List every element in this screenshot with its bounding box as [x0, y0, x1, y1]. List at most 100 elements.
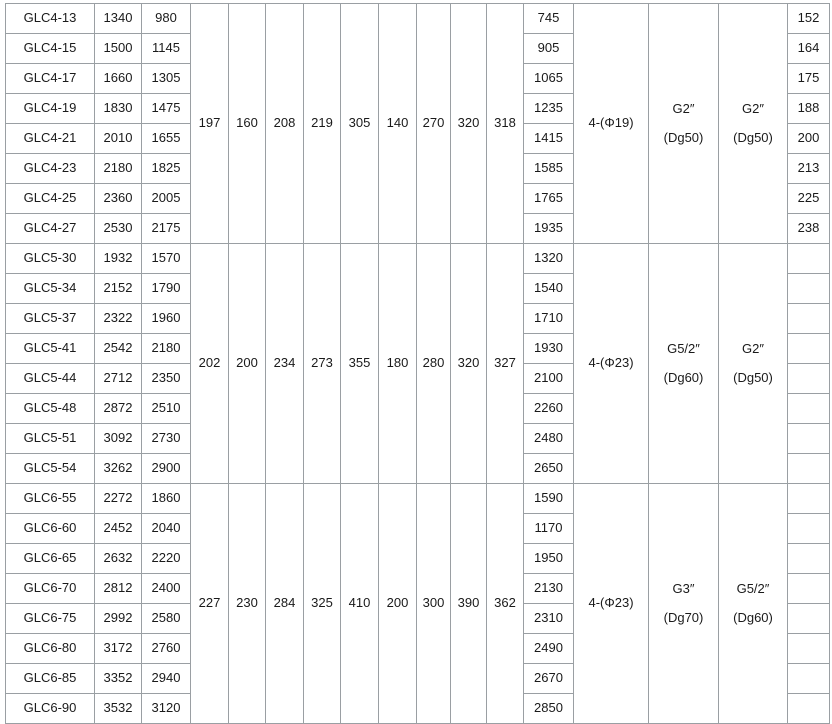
value-1-cell: 2542 — [94, 333, 142, 364]
table-row: GLC4-23 2180 1825 1585 213 — [5, 153, 830, 184]
weight-cell: 2100 — [523, 363, 574, 394]
last-value-cell: 164 — [787, 33, 830, 64]
bolt-spec-cell: 4-(Φ23) — [573, 243, 649, 484]
model-cell: GLC4-19 — [5, 93, 95, 124]
table-row: GLC5-48 2872 2510 2260 — [5, 393, 830, 424]
last-value-cell — [787, 663, 830, 694]
thread-size-label: G2″ — [742, 340, 764, 356]
dimension-cell-2: 200 — [228, 243, 266, 484]
model-cell: GLC6-80 — [5, 633, 95, 664]
thread-size-label: G5/2″ — [667, 340, 700, 356]
bolt-spec-cell: 4-(Φ23) — [573, 483, 649, 724]
value-1-cell: 2010 — [94, 123, 142, 154]
last-value-cell — [787, 693, 830, 724]
model-cell: GLC4-13 — [5, 3, 95, 34]
thread-dg-label: (Dg60) — [733, 609, 773, 625]
value-1-cell: 3092 — [94, 423, 142, 454]
weight-cell: 1765 — [523, 183, 574, 214]
dimension-cell-3: 284 — [265, 483, 304, 724]
value-2-cell: 1825 — [141, 153, 191, 184]
specification-table: GLC4-13 1340 980 197 160 208 219 305 140 270 320 31… — [5, 3, 830, 724]
dimension-cell-9: 327 — [486, 243, 524, 484]
table-row: GLC6-60 2452 2040 1170 — [5, 513, 830, 544]
value-1-cell: 3352 — [94, 663, 142, 694]
thread-dg-label: (Dg50) — [733, 129, 773, 145]
thread-dg-label: (Dg50) — [733, 369, 773, 385]
table-row: GLC5-44 2712 2350 2100 — [5, 363, 830, 394]
dimension-cell-4: 325 — [303, 483, 341, 724]
weight-cell: 745 — [523, 3, 574, 34]
value-2-cell: 1655 — [141, 123, 191, 154]
table-row: GLC5-41 2542 2180 1930 — [5, 333, 830, 364]
table-row: GLC6-65 2632 2220 1950 — [5, 543, 830, 574]
model-cell: GLC4-25 — [5, 183, 95, 214]
dimension-cell-5: 355 — [340, 243, 379, 484]
value-1-cell: 2360 — [94, 183, 142, 214]
weight-cell: 1590 — [523, 483, 574, 514]
dimension-cell-8: 320 — [450, 243, 487, 484]
dimension-cell-1: 227 — [190, 483, 229, 724]
table-row: GLC6-55 2272 1860 227 230 284 325 410 200 300 390 3… — [5, 483, 830, 724]
bolt-spec-cell: 4-(Φ19) — [573, 3, 649, 244]
value-2-cell: 2580 — [141, 603, 191, 634]
model-cell: GLC5-30 — [5, 243, 95, 274]
value-2-cell: 2040 — [141, 513, 191, 544]
model-cell: GLC5-51 — [5, 423, 95, 454]
model-cell: GLC6-55 — [5, 483, 95, 514]
value-2-cell: 2940 — [141, 663, 191, 694]
thread-spec-cell-1: G3″ (Dg70) — [648, 483, 719, 724]
table-body: GLC4-13 1340 980 197 160 208 219 305 140 270 320 31… — [5, 3, 830, 724]
dimension-cell-7: 270 — [416, 3, 451, 244]
value-2-cell: 2510 — [141, 393, 191, 424]
table-row: GLC6-85 3352 2940 2670 — [5, 663, 830, 694]
value-1-cell: 2322 — [94, 303, 142, 334]
table-row: GLC4-13 1340 980 197 160 208 219 305 140 270 320 31… — [5, 3, 830, 244]
value-2-cell: 1960 — [141, 303, 191, 334]
weight-cell: 1320 — [523, 243, 574, 274]
model-cell: GLC4-27 — [5, 213, 95, 244]
thread-spec-cell-1: G5/2″ (Dg60) — [648, 243, 719, 484]
dimension-cell-5: 410 — [340, 483, 379, 724]
value-2-cell: 2900 — [141, 453, 191, 484]
last-value-cell: 188 — [787, 93, 830, 124]
last-value-cell — [787, 393, 830, 424]
value-2-cell: 2220 — [141, 543, 191, 574]
value-1-cell: 3532 — [94, 693, 142, 724]
value-1-cell: 1932 — [94, 243, 142, 274]
value-1-cell: 1340 — [94, 3, 142, 34]
last-value-cell — [787, 483, 830, 514]
last-value-cell: 213 — [787, 153, 830, 184]
model-cell: GLC5-34 — [5, 273, 95, 304]
weight-cell: 2650 — [523, 453, 574, 484]
model-cell: GLC6-85 — [5, 663, 95, 694]
last-value-cell — [787, 513, 830, 544]
model-cell: GLC4-17 — [5, 63, 95, 94]
thread-spec-cell-2: G5/2″ (Dg60) — [718, 483, 788, 724]
value-1-cell: 2530 — [94, 213, 142, 244]
dimension-cell-2: 230 — [228, 483, 266, 724]
thread-size-label: G2″ — [672, 100, 695, 116]
value-2-cell: 980 — [141, 3, 191, 34]
dimension-cell-8: 390 — [450, 483, 487, 724]
last-value-cell — [787, 333, 830, 364]
weight-cell: 2850 — [523, 693, 574, 724]
last-value-cell: 200 — [787, 123, 830, 154]
last-value-cell: 175 — [787, 63, 830, 94]
value-2-cell: 1570 — [141, 243, 191, 274]
value-2-cell: 1860 — [141, 483, 191, 514]
thread-dg-label: (Dg50) — [663, 129, 704, 145]
table-row: GLC6-75 2992 2580 2310 — [5, 603, 830, 634]
thread-dg-label: (Dg60) — [663, 369, 704, 385]
value-1-cell: 3172 — [94, 633, 142, 664]
weight-cell: 1710 — [523, 303, 574, 334]
model-cell: GLC5-37 — [5, 303, 95, 334]
dimension-cell-5: 305 — [340, 3, 379, 244]
dimension-cell-9: 318 — [486, 3, 524, 244]
table-row: GLC6-80 3172 2760 2490 — [5, 633, 830, 664]
last-value-cell — [787, 273, 830, 304]
dimension-cell-3: 234 — [265, 243, 304, 484]
last-value-cell — [787, 543, 830, 574]
value-1-cell: 2180 — [94, 153, 142, 184]
weight-cell: 1170 — [523, 513, 574, 544]
weight-cell: 1540 — [523, 273, 574, 304]
